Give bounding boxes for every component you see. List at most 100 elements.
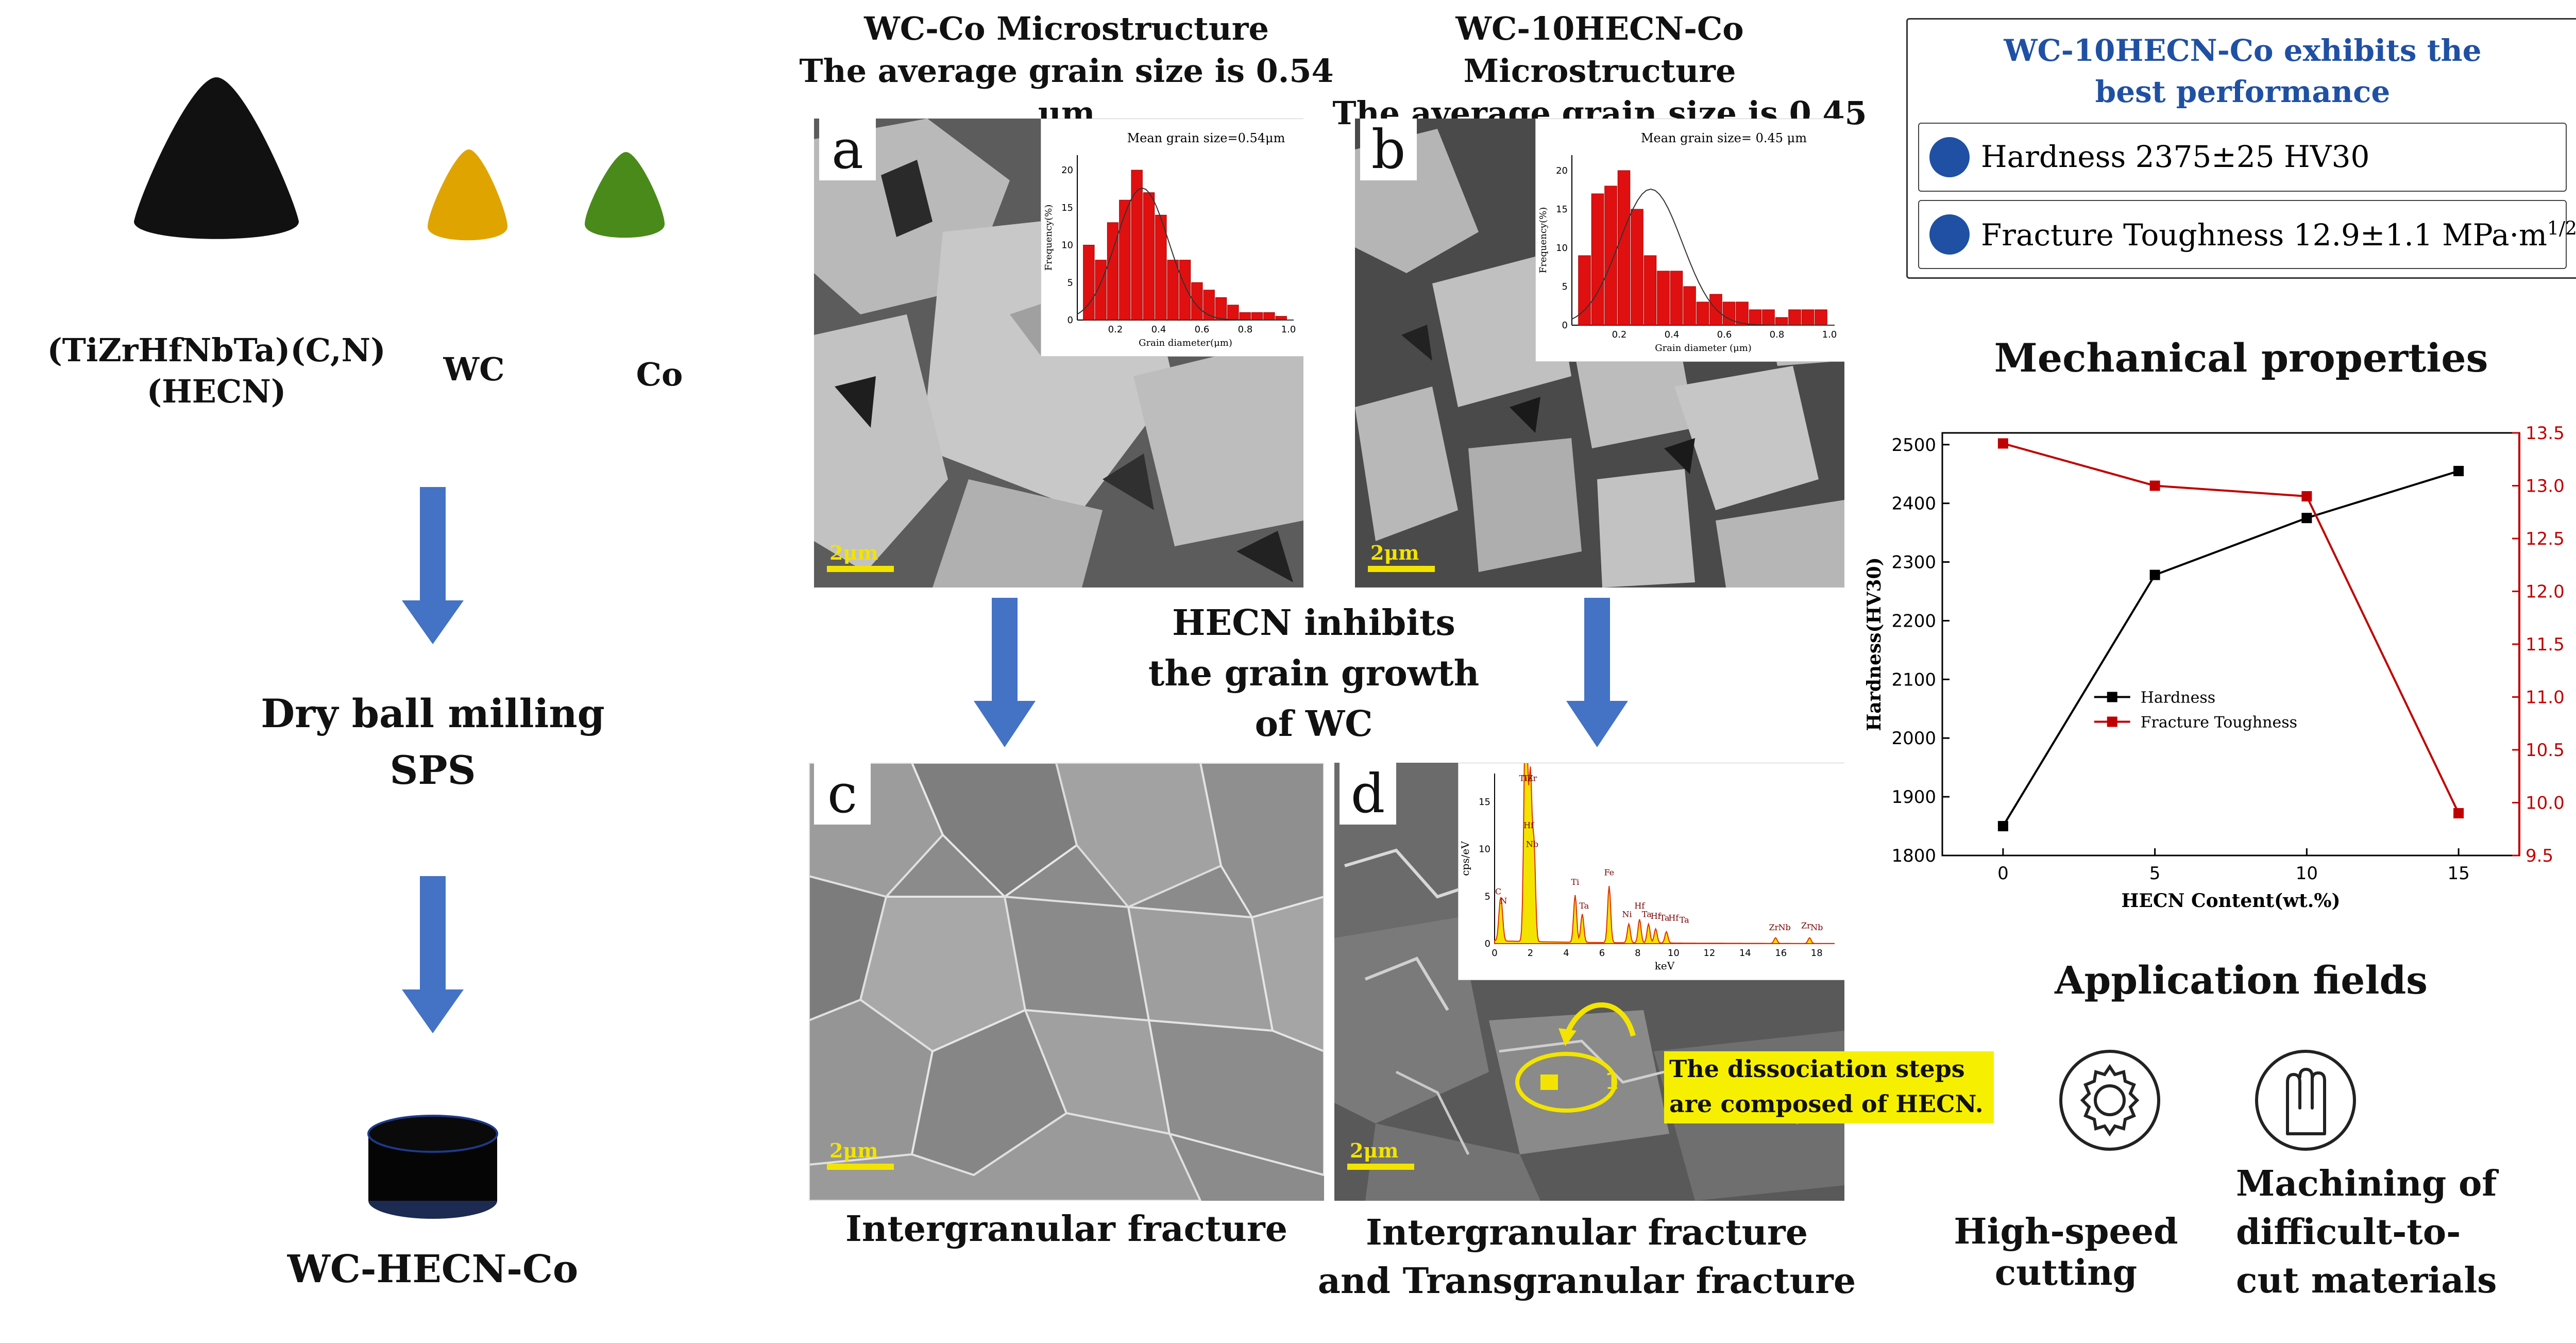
x-tick-label: 0.4 <box>1665 329 1680 340</box>
hardness-text: Hardness 2375±25 HV30 <box>1981 139 2370 174</box>
y2-tick-label: 12.0 <box>2526 582 2565 602</box>
histogram-bar <box>1591 193 1604 326</box>
y-tick-label: 2300 <box>1891 552 1936 573</box>
curved-arrow-icon <box>1564 1002 1636 1037</box>
data-point <box>2301 513 2312 524</box>
fit-curve <box>1077 187 1294 321</box>
histogram-a-inset: Mean grain size=0.54μm 0.2 0.4 0.6 0.8 1.0 0 5 1… <box>1041 119 1303 357</box>
y-tick-label: 5 <box>1067 277 1073 288</box>
peak-label: Hf <box>1523 820 1534 830</box>
y-tick-label: 10 <box>1061 240 1073 251</box>
scale-label-c: 2μm <box>829 1139 878 1162</box>
hecn-label: (TiZrHfNbTa)(C,N) (HECN) <box>47 331 386 410</box>
x-tick-label: 18 <box>1811 948 1823 959</box>
peak-label: Zr <box>1528 773 1537 783</box>
x-tick-label: 10 <box>2296 863 2318 884</box>
histogram-b-inset: Mean grain size= 0.45 μm 0.2 0.4 0.6 0.8 1.0 0… <box>1535 119 1844 362</box>
y-tick-label: 1900 <box>1891 787 1936 808</box>
panel-a-title: WC-Co Microstructure The average grain s… <box>799 10 1334 132</box>
histogram-bar <box>1736 301 1749 326</box>
y2-tick-label: 11.5 <box>2526 634 2565 655</box>
y2-tick-label: 11.0 <box>2526 687 2565 708</box>
y-tick-label: 2200 <box>1891 611 1936 631</box>
histogram-bar <box>1617 170 1631 326</box>
peak-label: Ta <box>1660 913 1670 923</box>
peak-label: Hf <box>1634 901 1645 911</box>
data-point <box>1997 821 2008 832</box>
annotation-overlay <box>1515 1002 1636 1113</box>
x-tick-label: 0.8 <box>1238 324 1253 335</box>
histogram-bar <box>1239 312 1251 321</box>
x-tick-label: 4 <box>1563 948 1569 959</box>
peak-label: Zr <box>1801 920 1811 930</box>
inhibition-note: HECN inhibits the grain growth of WC <box>1148 602 1480 745</box>
y2-tick-label: 9.5 <box>2526 846 2553 866</box>
x-tick-label: 10 <box>1668 948 1680 959</box>
y-tick-label: 10 <box>1556 243 1568 254</box>
hecn-powder-icon <box>134 77 299 239</box>
histogram-bar <box>1179 260 1191 321</box>
peak-label: Nb <box>1526 840 1538 849</box>
y-tick-label: 2400 <box>1891 494 1936 514</box>
peak-label: Ta <box>1642 909 1652 919</box>
x-tick-label: 0.6 <box>1717 329 1732 340</box>
down-arrow-icon <box>402 876 464 1033</box>
scale-label-a: 2μm <box>829 541 878 564</box>
x-tick-label: 0 <box>1492 948 1497 959</box>
peak-label: Ta <box>1579 901 1589 911</box>
x-tick-label: 16 <box>1775 948 1787 959</box>
data-point <box>2149 569 2160 580</box>
histogram-bar <box>1762 309 1775 326</box>
histogram-bar <box>1749 309 1762 326</box>
down-arrow-icon <box>1566 598 1628 747</box>
peak-label: Hf <box>1668 913 1679 923</box>
data-point <box>2301 491 2312 501</box>
y-tick-label: 0 <box>1067 315 1073 326</box>
panel-letter-b: b <box>1360 119 1417 180</box>
x-tick-label: 8 <box>1635 948 1640 959</box>
y2-tick-label: 10.0 <box>2526 793 2565 814</box>
legend-marker <box>2107 692 2117 702</box>
histogram-bar <box>1191 282 1203 321</box>
panel-letter-c: c <box>814 763 871 825</box>
histogram-bar <box>1083 245 1095 321</box>
peak-label: Zr <box>1769 922 1779 932</box>
data-point <box>2453 466 2464 477</box>
spot-number: 1 <box>1605 1068 1619 1095</box>
panel-letter-a: a <box>819 119 876 180</box>
panel-letter-d: d <box>1340 763 1396 825</box>
process-label: Dry ball milling SPS <box>261 691 605 793</box>
summary-title: WC-10HECN-Co exhibits the best performan… <box>2004 33 2482 109</box>
co-label: Co <box>636 356 683 393</box>
wc-label: WC <box>443 350 505 388</box>
histogram-bar <box>1657 271 1670 326</box>
histogram-bar <box>1709 294 1722 326</box>
scale-bar-c <box>827 1164 894 1170</box>
x-tick-label: 14 <box>1739 948 1751 959</box>
sem-panel-b: b 2μm Mean grain size= 0.45 μm 0.2 0.4 0.6 0… <box>1355 119 1844 587</box>
histogram-bar <box>1107 222 1119 321</box>
y-tick-label: 5 <box>1485 891 1490 902</box>
scale-bar-a <box>827 566 894 572</box>
peak-label: C <box>1495 886 1501 896</box>
x-tick-label: 0.2 <box>1108 324 1123 335</box>
histogram-bar <box>1775 317 1788 326</box>
scale-bar-b <box>1368 566 1435 572</box>
sem-image-c <box>809 763 1324 1201</box>
y2-tick-label: 12.5 <box>2526 529 2565 549</box>
peak-label: Ta <box>1680 915 1689 925</box>
toughness-sup: 1/2 <box>2547 218 2576 240</box>
summary-box: WC-10HECN-Co exhibits the best performan… <box>1906 18 2576 279</box>
y-axis-label: Frequency(%) <box>1043 205 1054 271</box>
scale-label-d: 2μm <box>1350 1139 1399 1162</box>
spot-marker <box>1540 1075 1558 1090</box>
x-axis-label: Grain diameter (μm) <box>1655 343 1752 354</box>
histogram-bar <box>1722 301 1736 326</box>
histogram-bar <box>1131 170 1143 321</box>
plot-frame <box>1941 432 2520 857</box>
peak-label: Ta <box>1523 773 1533 783</box>
y-tick-label: 0 <box>1485 938 1490 949</box>
y-tick-label: 0 <box>1562 320 1568 331</box>
x-tick-label: 6 <box>1599 948 1605 959</box>
